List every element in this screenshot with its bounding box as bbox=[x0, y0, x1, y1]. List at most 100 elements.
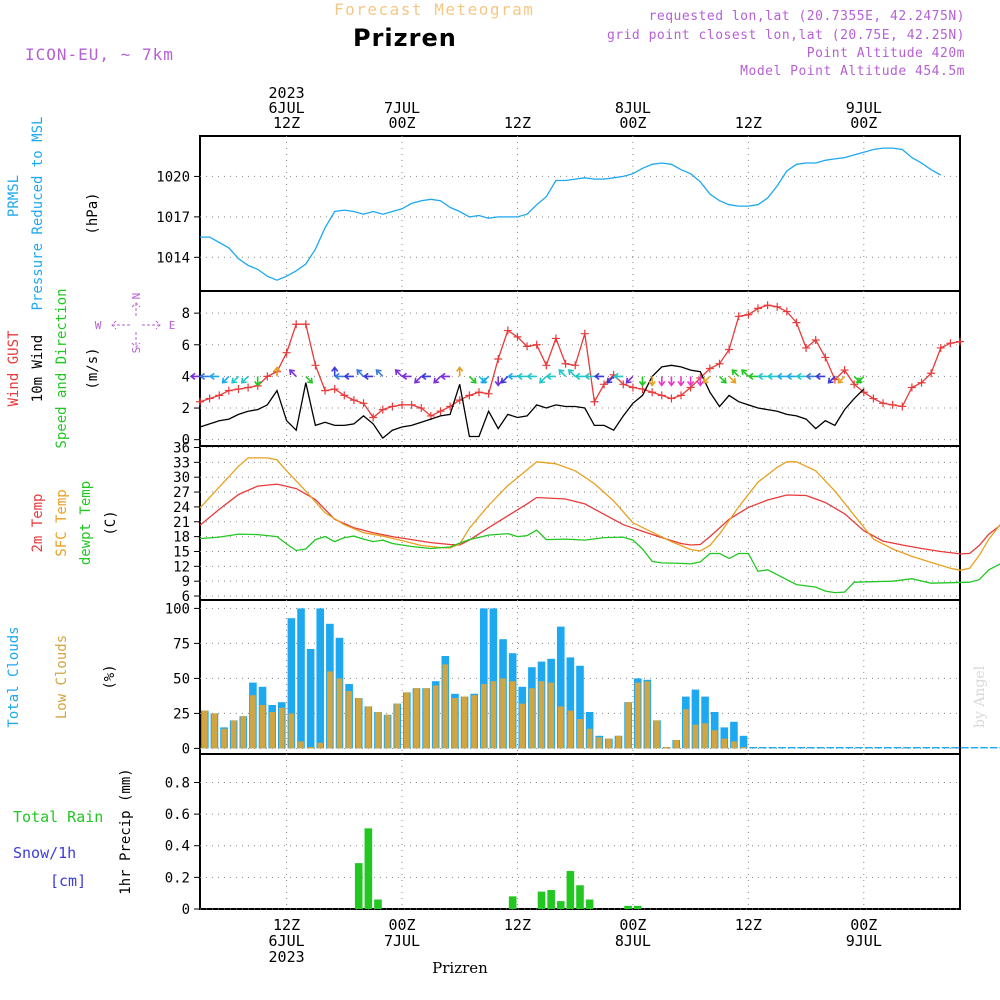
gust-marker bbox=[551, 334, 560, 343]
gust-marker bbox=[292, 320, 301, 329]
gust-marker bbox=[907, 383, 916, 392]
low-cloud-bar bbox=[538, 681, 545, 749]
gust-marker bbox=[898, 402, 907, 411]
low-cloud-bar bbox=[365, 706, 372, 749]
wind-arrow-icon bbox=[456, 366, 464, 377]
bottom-time-label: 7JUL bbox=[384, 932, 420, 950]
clouds-ylabel: Low Clouds bbox=[54, 635, 70, 719]
gust-marker bbox=[628, 383, 637, 392]
wind-arrow-icon bbox=[305, 375, 314, 384]
low-cloud-bar bbox=[702, 723, 708, 749]
rain-bar bbox=[537, 891, 546, 909]
wind-arrow-icon bbox=[757, 372, 768, 381]
wind-arrow-icon bbox=[612, 372, 624, 381]
wind-arrow-icon bbox=[677, 376, 685, 387]
gust-marker bbox=[523, 342, 532, 351]
wind-arrow-icon bbox=[558, 369, 567, 377]
gust-marker bbox=[657, 391, 666, 400]
low-cloud-bar bbox=[683, 709, 689, 749]
gust-marker bbox=[378, 405, 387, 414]
gust-marker bbox=[349, 396, 358, 405]
low-cloud-bar bbox=[288, 713, 295, 749]
gust-marker bbox=[667, 394, 676, 403]
low-cloud-bar bbox=[577, 719, 583, 749]
bottom-time-label: 12Z bbox=[273, 916, 300, 934]
total-cloud-bar bbox=[489, 608, 498, 749]
rain-bar bbox=[354, 863, 363, 909]
total-cloud-bar bbox=[845, 747, 854, 749]
wind-arrow-icon bbox=[776, 372, 787, 381]
gust-marker bbox=[850, 380, 859, 389]
rain-bar bbox=[374, 899, 382, 909]
gust-marker bbox=[773, 302, 782, 311]
gust-marker bbox=[340, 391, 349, 400]
total-cloud-bar bbox=[903, 747, 911, 749]
wind-ylabel: (m/s) bbox=[85, 347, 101, 389]
temperature-ytick-label: 36 bbox=[173, 440, 190, 456]
wind-arrow-icon bbox=[827, 375, 836, 384]
low-cloud-bar bbox=[240, 716, 247, 749]
footer-label: Prizren bbox=[432, 959, 488, 977]
gust-marker bbox=[744, 310, 753, 319]
temperature-ytick-label: 9 bbox=[182, 574, 190, 590]
rain-bar bbox=[364, 828, 373, 909]
compass-east: E bbox=[169, 319, 176, 332]
precip-ytick-label: 0.6 bbox=[165, 807, 190, 823]
temperature-series-line bbox=[199, 529, 1000, 594]
gust-marker bbox=[648, 388, 657, 397]
clouds-ylabel: Total Clouds bbox=[6, 626, 22, 727]
gust-marker bbox=[330, 385, 339, 394]
wind-arrow-icon bbox=[199, 372, 210, 381]
gust-marker bbox=[705, 364, 714, 373]
gust-marker bbox=[580, 329, 589, 338]
low-cloud-bar bbox=[711, 730, 718, 749]
low-cloud-bar bbox=[500, 678, 506, 749]
total-cloud-bar bbox=[306, 649, 315, 749]
wind-arrow-icon bbox=[333, 372, 345, 381]
gust-marker bbox=[677, 391, 686, 400]
total-cloud-bar bbox=[479, 608, 488, 749]
wind-arrow-icon bbox=[362, 372, 374, 381]
low-cloud-bar bbox=[529, 688, 535, 749]
temperature-ytick-label: 30 bbox=[173, 470, 190, 486]
wind-arrow-icon bbox=[766, 372, 778, 381]
gust-marker bbox=[205, 394, 214, 403]
total-cloud-bar bbox=[893, 747, 902, 749]
low-cloud-bar bbox=[548, 682, 554, 749]
rain-bar bbox=[547, 890, 555, 909]
low-cloud-bar bbox=[259, 705, 266, 749]
gust-marker bbox=[234, 385, 243, 394]
low-cloud-bar bbox=[384, 714, 391, 749]
precip-side-label: Snow/1h bbox=[13, 844, 76, 862]
gust-marker bbox=[811, 336, 820, 345]
low-cloud-bar bbox=[731, 741, 737, 749]
wind-arrow-icon bbox=[625, 375, 634, 384]
low-cloud-bar bbox=[596, 737, 603, 749]
gust-marker bbox=[782, 307, 791, 316]
wind-arrow-icon bbox=[606, 375, 615, 384]
wind-arrow-icon bbox=[221, 375, 230, 384]
wind-arrow-icon bbox=[741, 369, 749, 377]
gust-marker bbox=[753, 304, 762, 313]
low-cloud-bar bbox=[336, 678, 343, 749]
wind-arrow-icon bbox=[240, 375, 249, 384]
bottom-time-label: 6JUL bbox=[269, 932, 305, 950]
gust-marker bbox=[917, 378, 926, 387]
gust-marker bbox=[542, 361, 551, 370]
wind-arrow-icon bbox=[494, 376, 502, 387]
total-cloud-bar bbox=[980, 747, 988, 749]
gust-marker bbox=[513, 332, 522, 341]
gust-marker bbox=[936, 343, 945, 352]
top-time-label: 00Z bbox=[619, 114, 646, 132]
clouds-panel: 0 25 50 75 100 Total Clouds Low Clouds (%) bbox=[6, 599, 1000, 757]
gust-marker bbox=[263, 372, 272, 381]
temperature-ytick-label: 21 bbox=[173, 515, 190, 531]
gust-marker bbox=[465, 391, 474, 400]
gust-marker bbox=[802, 343, 811, 352]
low-cloud-bar bbox=[663, 747, 670, 749]
low-cloud-bar bbox=[394, 703, 401, 749]
chart-subtitle: Forecast Meteogram bbox=[334, 0, 535, 19]
total-cloud-bar bbox=[961, 747, 969, 749]
low-cloud-bar bbox=[432, 685, 439, 749]
